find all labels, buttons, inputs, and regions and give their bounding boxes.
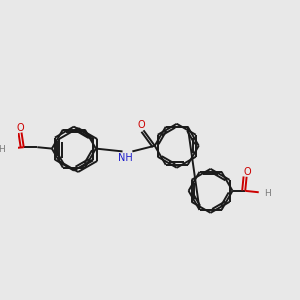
Text: O: O: [17, 123, 25, 133]
Text: H: H: [264, 189, 271, 198]
Text: H: H: [0, 146, 4, 154]
Text: O: O: [244, 167, 252, 177]
Text: O: O: [137, 120, 145, 130]
Text: NH: NH: [118, 154, 133, 164]
